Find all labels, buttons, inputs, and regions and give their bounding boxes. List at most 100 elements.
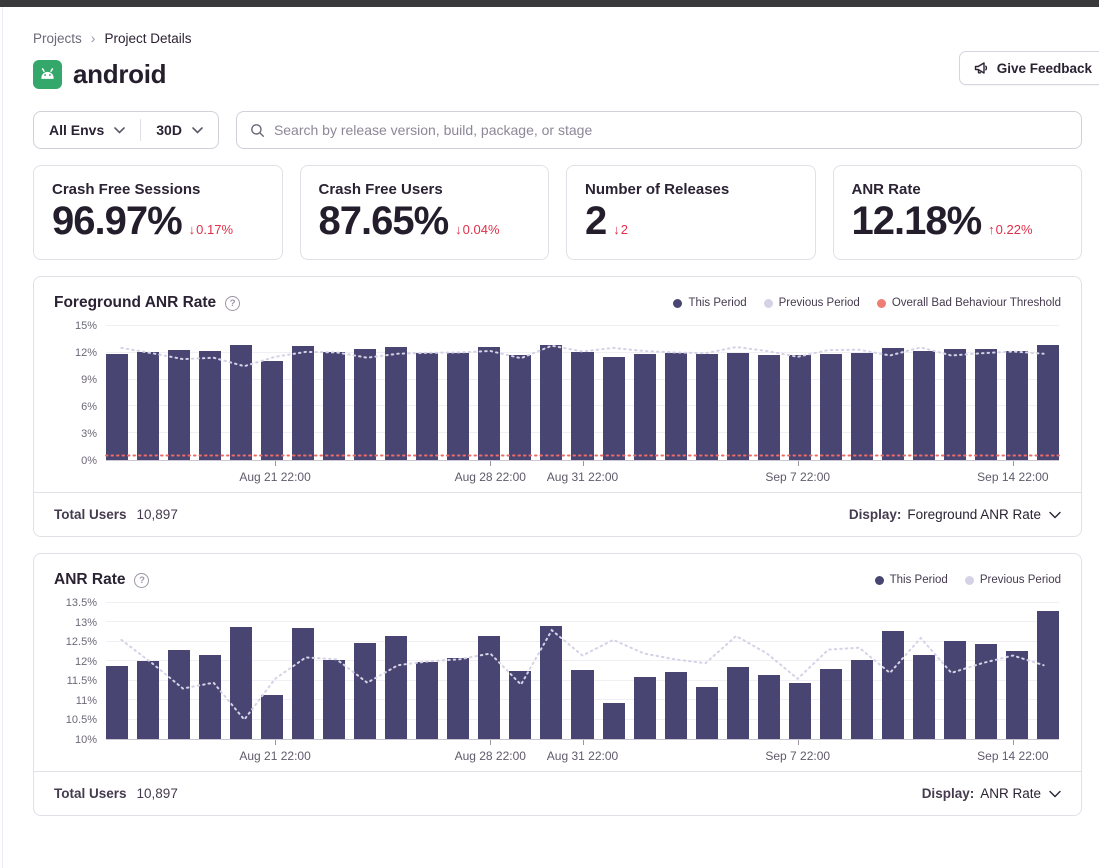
bar[interactable] [788, 355, 811, 460]
bar-series-this-period [106, 603, 1059, 739]
legend-item[interactable]: This Period [673, 297, 747, 309]
y-axis-label: 11.5% [66, 675, 97, 688]
bar[interactable] [416, 662, 439, 739]
bar[interactable] [571, 669, 594, 739]
bar[interactable] [974, 644, 997, 739]
chart-footer: Total Users 10,897 Display: ANR Rate [34, 771, 1081, 815]
bar[interactable] [602, 703, 625, 739]
bar[interactable] [354, 642, 377, 739]
bar[interactable] [695, 353, 718, 460]
bar[interactable] [137, 660, 160, 739]
help-icon[interactable]: ? [225, 295, 241, 311]
project-header: android [33, 59, 1082, 90]
y-axis-label: 13.5% [65, 597, 97, 609]
bar[interactable] [354, 349, 377, 460]
bar[interactable] [633, 353, 656, 460]
stat-card-title: Crash Free Users [318, 181, 443, 198]
environment-filter-dropdown[interactable]: All Envs [34, 112, 140, 148]
legend-item[interactable]: This Period [874, 574, 948, 586]
x-axis: Aug 21 22:00 Aug 28 22:00 Aug 31 22:00 Sep … [106, 461, 1059, 492]
bar[interactable] [1005, 351, 1028, 460]
legend-dot-icon [673, 298, 683, 308]
date-range-dropdown[interactable]: 30D [141, 112, 218, 148]
stat-card-anr-rate: ANR Rate 12.18% ↑ 0.22% [832, 165, 1082, 260]
plot-area [105, 325, 1060, 461]
legend-item[interactable]: Previous Period [763, 297, 860, 309]
bar[interactable] [943, 641, 966, 739]
bar[interactable] [850, 660, 873, 739]
bar[interactable] [199, 655, 222, 739]
bar[interactable] [323, 660, 346, 739]
chevron-right-icon: › [90, 29, 96, 46]
help-icon[interactable]: ? [134, 572, 150, 588]
bar[interactable] [509, 671, 532, 739]
bar[interactable] [447, 352, 470, 460]
legend-dot-icon [876, 298, 886, 308]
bar[interactable] [478, 347, 501, 460]
bar[interactable] [571, 351, 594, 460]
bar[interactable] [323, 351, 346, 460]
bar[interactable] [633, 676, 656, 739]
bar[interactable] [540, 625, 563, 739]
bar[interactable] [1036, 344, 1059, 460]
bar[interactable] [199, 351, 222, 460]
bar[interactable] [292, 345, 315, 460]
bar[interactable] [106, 353, 129, 460]
legend-item[interactable]: Previous Period [964, 574, 1061, 586]
bar[interactable] [664, 352, 687, 460]
bar[interactable] [230, 627, 253, 739]
stat-card-value: 96.97% [52, 199, 183, 243]
bar[interactable] [1036, 610, 1059, 739]
bar[interactable] [602, 357, 625, 460]
bar[interactable] [819, 353, 842, 460]
bar[interactable] [230, 344, 253, 460]
bar[interactable] [168, 649, 191, 739]
bar[interactable] [168, 350, 191, 460]
bar[interactable] [478, 636, 501, 739]
bar[interactable] [385, 636, 408, 739]
bar[interactable] [757, 354, 780, 460]
anr-rate-panel: ANR Rate ? This Period Previous Period 10… [33, 553, 1082, 816]
bar[interactable] [1005, 651, 1028, 739]
total-users-value: 10,897 [136, 786, 178, 801]
display-dropdown[interactable]: Display: Foreground ANR Rate [849, 507, 1061, 522]
bar[interactable] [106, 665, 129, 739]
give-feedback-button[interactable]: Give Feedback [958, 51, 1099, 85]
breadcrumb-projects-link[interactable]: Projects [33, 31, 82, 46]
bar[interactable] [447, 658, 470, 739]
display-value: Foreground ANR Rate [907, 507, 1041, 522]
bar[interactable] [943, 349, 966, 460]
bar[interactable] [292, 628, 315, 739]
bar[interactable] [850, 352, 873, 460]
bar[interactable] [757, 674, 780, 739]
bar[interactable] [881, 348, 904, 460]
display-dropdown[interactable]: Display: ANR Rate [922, 786, 1061, 801]
legend-label: Previous Period [778, 297, 860, 309]
bar[interactable] [416, 352, 439, 460]
release-search-box[interactable] [235, 111, 1082, 149]
bar[interactable] [726, 352, 749, 460]
bar[interactable] [509, 354, 532, 460]
bar[interactable] [385, 346, 408, 460]
android-platform-icon [33, 60, 62, 89]
legend-item[interactable]: Overall Bad Behaviour Threshold [876, 297, 1061, 309]
bar[interactable] [726, 667, 749, 739]
bar[interactable] [695, 686, 718, 739]
bar[interactable] [912, 351, 935, 460]
filter-divider [140, 119, 142, 141]
page-title: android [73, 59, 167, 89]
legend-dot-icon [964, 575, 974, 585]
bar[interactable] [664, 672, 687, 739]
bar[interactable] [912, 655, 935, 739]
bar[interactable] [261, 360, 284, 460]
legend-label: This Period [889, 574, 948, 586]
search-input[interactable] [273, 122, 1068, 138]
bar[interactable] [540, 344, 563, 460]
bar[interactable] [137, 351, 160, 460]
megaphone-icon [973, 60, 989, 76]
bar[interactable] [881, 630, 904, 739]
bar[interactable] [974, 349, 997, 460]
bar[interactable] [261, 695, 284, 739]
bar[interactable] [788, 682, 811, 739]
bar[interactable] [819, 669, 842, 739]
